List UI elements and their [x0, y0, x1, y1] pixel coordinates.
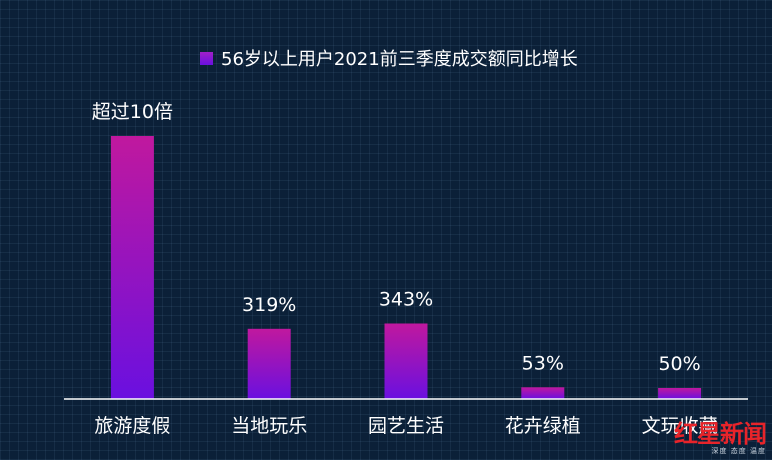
legend-swatch [200, 51, 213, 65]
bar-3 [384, 323, 428, 399]
data-label-4: 53% [522, 352, 564, 374]
x-tick-label-5: 文玩收藏 [642, 415, 718, 437]
x-tick-label-1: 旅游度假 [94, 415, 170, 437]
watermark-logo: 红星新闻 [674, 419, 767, 448]
legend-label: 56岁以上用户2021前三季度成交额同比增长 [221, 49, 578, 70]
data-label-5: 50% [658, 353, 700, 375]
x-tick-label-4: 花卉绿植 [505, 415, 581, 437]
bar-5 [658, 388, 702, 399]
x-tick-label-2: 当地玩乐 [231, 415, 307, 437]
news-watermark: 红星新闻 深度 态度 温度 [674, 419, 767, 456]
chart-legend: 56岁以上用户2021前三季度成交额同比增长 [200, 46, 578, 70]
watermark-tagline: 深度 态度 温度 [711, 447, 766, 455]
bar-1 [110, 136, 154, 399]
bar-4 [521, 387, 565, 399]
data-label-2: 319% [242, 294, 296, 316]
bar-2 [247, 328, 291, 399]
data-label-3: 343% [379, 289, 433, 311]
data-label-1: 超过10倍 [92, 101, 173, 123]
x-tick-label-3: 园艺生活 [368, 415, 444, 437]
